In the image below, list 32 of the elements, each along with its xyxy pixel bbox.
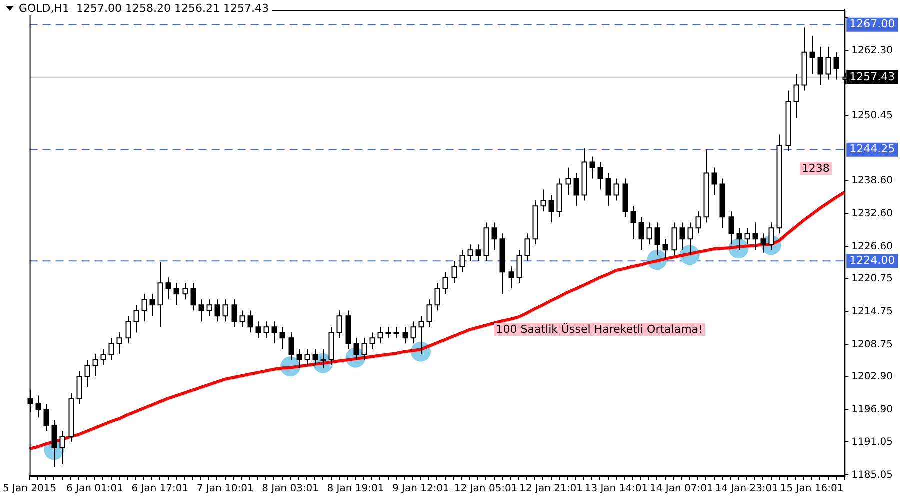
x-tick-label: 14 Jan 23:01 <box>715 484 779 495</box>
y-tick-label: 1232.60 <box>852 208 894 220</box>
y-tick-label: 1191.05 <box>852 436 894 448</box>
chart-title: GOLD,H1 1257.00 1258.20 1256.21 1257.43 <box>19 2 269 15</box>
x-tick-label: 6 Jan 17:01 <box>132 484 189 495</box>
x-tick-label: 14 Jan 07:01 <box>650 484 714 495</box>
ref-line-label: 1244.25 <box>850 142 896 156</box>
x-tick-label: 13 Jan 14:01 <box>584 484 648 495</box>
ref-line-label: 1257.43 <box>850 70 896 84</box>
x-tick-label: 9 Jan 12:01 <box>392 484 450 495</box>
y-tick-label: 1220.75 <box>852 274 894 285</box>
y-tick-label: 1214.75 <box>852 306 894 318</box>
x-tick-label: 6 Jan 01:01 <box>66 484 124 495</box>
ref-line-label: 1224.00 <box>850 254 896 267</box>
y-tick-label: 1196.90 <box>852 404 894 416</box>
y-tick-label: 1250.45 <box>852 110 894 122</box>
x-tick-label: 15 Jan 16:01 <box>780 484 844 495</box>
y-tick-label: 1262.30 <box>852 45 894 56</box>
y-tick-label: 1238.60 <box>852 175 894 186</box>
annotation: 100 Saatlik Üssel Hareketli Ortalama! <box>494 323 705 336</box>
y-tick-label: 1226.60 <box>852 241 894 252</box>
x-tick-label: 12 Jan 05:01 <box>454 484 518 495</box>
x-tick-label: 12 Jan 21:01 <box>520 484 583 495</box>
y-tick-label: 1208.75 <box>852 340 894 351</box>
x-tick-label: 7 Jan 10:01 <box>196 484 254 495</box>
y-tick-label: 1185.05 <box>852 470 894 481</box>
x-tick-label: 8 Jan 19:01 <box>327 484 384 495</box>
x-tick-label: 5 Jan 2015 <box>2 484 57 495</box>
annotation: 1238 <box>800 162 832 176</box>
x-tick-label: 8 Jan 03:01 <box>262 484 320 495</box>
y-tick-label: 1202.90 <box>852 372 894 383</box>
ref-line-label: 1267.00 <box>850 18 896 31</box>
